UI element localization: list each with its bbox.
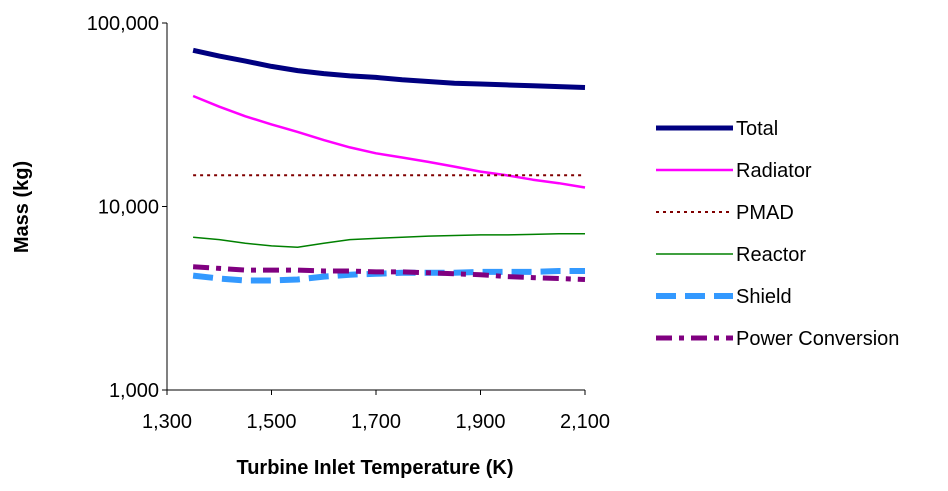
x-tick-label: 1,300: [142, 411, 192, 433]
series-layer: [192, 47, 586, 284]
series-line-radiator: [192, 94, 586, 189]
x-tick-label: 1,900: [455, 411, 505, 433]
x-tick-label: 2,100: [560, 411, 610, 433]
series-line-power-conversion: [192, 264, 586, 282]
legend-label-shield: Shield: [736, 286, 792, 308]
x-axis-title: Turbine Inlet Temperature (K): [236, 457, 513, 479]
tick-label-layer: 1,000 10,000 100,000 1,300 1,500 1,700 1,900 2,…: [87, 13, 610, 433]
series-line-total: [192, 47, 586, 90]
axis-layer: [162, 22, 586, 395]
legend-label-radiator: Radiator: [736, 160, 812, 182]
series-line-reactor: [193, 233, 585, 248]
legend-label-total: Total: [736, 118, 778, 140]
y-axis-title: Mass (kg): [11, 161, 33, 253]
x-tick-label: 1,500: [246, 411, 296, 433]
legend-label-pmad: PMAD: [736, 202, 794, 224]
y-tick-label: 10,000: [98, 197, 159, 219]
y-tick-label: 1,000: [109, 380, 159, 402]
legend: Total Radiator PMAD Reactor Shield Power Conv…: [656, 118, 899, 350]
legend-label-power-conversion: Power Conversion: [736, 328, 899, 350]
series-line-shield: [192, 268, 585, 284]
legend-label-reactor: Reactor: [736, 244, 806, 266]
x-tick-label: 1,700: [351, 411, 401, 433]
y-tick-label: 100,000: [87, 13, 159, 35]
